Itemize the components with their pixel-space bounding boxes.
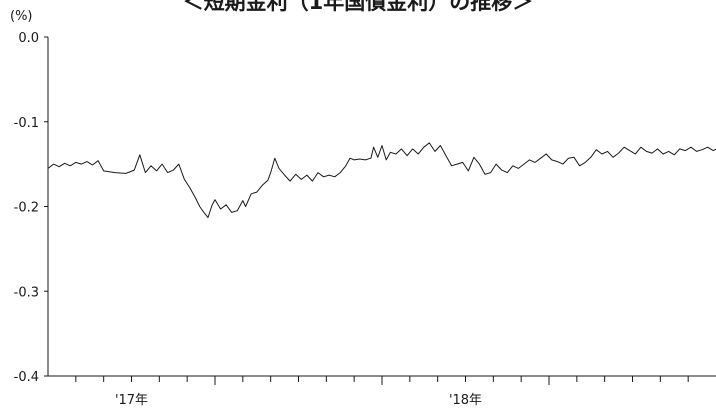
y-axis-ticks: 0.0 -0.1 -0.2 -0.3 -0.4 xyxy=(14,31,48,385)
x-tick-label: '18年 xyxy=(449,393,482,408)
y-tick-label: -0.3 xyxy=(14,285,39,300)
chart-title: ＜短期金利（1年国債金利）の推移＞ xyxy=(182,0,534,14)
series-lines xyxy=(47,142,716,218)
y-tick-label: -0.4 xyxy=(14,370,39,385)
x-axis-ticks: '17年 '18年 xyxy=(75,376,689,408)
series-line xyxy=(47,142,716,218)
y-tick-label: -0.2 xyxy=(14,201,39,216)
y-tick-label: 0.0 xyxy=(18,31,39,46)
axes xyxy=(47,37,716,377)
y-tick-label: -0.1 xyxy=(14,116,39,131)
y-axis-unit-label: (%) xyxy=(10,9,33,24)
x-tick-label: '17年 xyxy=(115,393,148,408)
